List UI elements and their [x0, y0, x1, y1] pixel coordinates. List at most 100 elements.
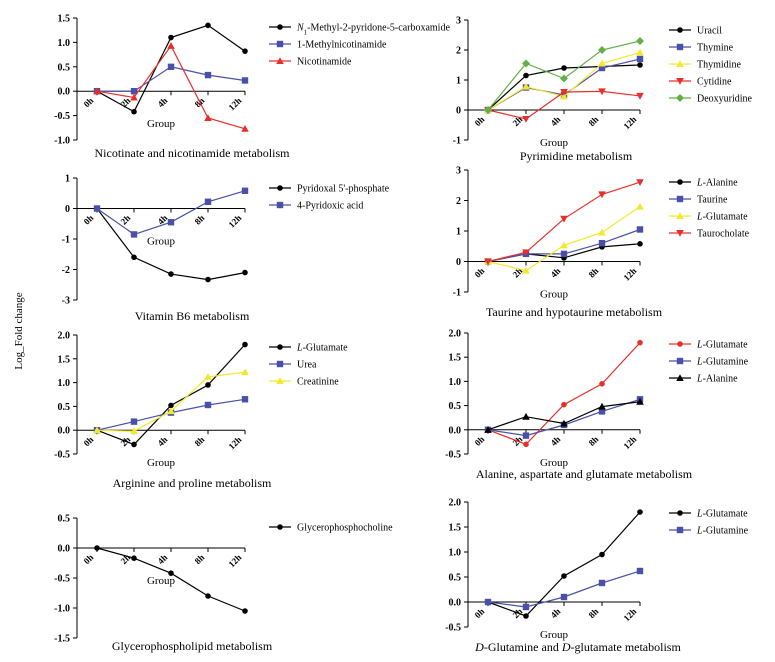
data-point — [636, 202, 644, 210]
legend-label: L-Glutamate — [696, 212, 748, 223]
data-point — [168, 570, 174, 576]
data-point — [522, 59, 530, 68]
legend-marker — [676, 60, 684, 67]
legend-marker — [677, 27, 683, 33]
x-tick-label: 4h — [549, 434, 563, 448]
data-point — [598, 191, 606, 199]
data-point — [598, 240, 606, 247]
y-tick-label: -0.5 — [54, 450, 70, 461]
data-point — [131, 555, 137, 561]
y-tick-label: 0.5 — [58, 402, 71, 413]
chart-title: Nicotinate and nicotinamide metabolism — [95, 146, 291, 160]
series-1-methylnicotinamide — [93, 63, 249, 95]
data-point — [242, 608, 248, 614]
data-point — [636, 179, 644, 186]
y-tick-label: 0 — [456, 257, 461, 268]
data-point — [204, 401, 212, 409]
data-point — [598, 46, 606, 54]
legend-marker — [676, 357, 684, 365]
legend-label: L-Alanine — [696, 178, 738, 189]
legend-marker — [676, 195, 684, 203]
legend-item-nicotinamide: Nicotinamide — [269, 57, 352, 68]
series-urea — [93, 396, 249, 434]
data-point — [636, 92, 644, 100]
legend-label: Creatinine — [297, 377, 339, 388]
data-point — [130, 93, 138, 101]
data-point — [130, 88, 138, 95]
legend-marker — [277, 24, 283, 30]
y-tick-label: -1 — [453, 288, 461, 299]
data-point — [241, 187, 249, 195]
x-tick-label: 8h — [587, 434, 601, 448]
data-point — [241, 368, 249, 376]
data-point — [560, 92, 568, 100]
data-point — [522, 603, 530, 611]
legend-marker — [276, 57, 284, 64]
data-point — [636, 48, 644, 56]
legend-marker — [676, 43, 684, 51]
data-point — [484, 106, 492, 114]
chart-title: Vitamin B6 metabolism — [135, 309, 250, 323]
legend-item-thymidine: Thymidine — [669, 60, 741, 71]
data-point — [522, 412, 530, 420]
y-tick-label: -0.5 — [445, 623, 461, 634]
legend-item-l-glutamine: L-Glutamine — [669, 357, 749, 368]
y-tick-label: -1 — [453, 136, 461, 147]
data-point — [204, 373, 212, 380]
data-point — [204, 71, 212, 79]
legend-marker — [277, 344, 283, 350]
x-tick-label: 0h — [473, 114, 487, 128]
series-line — [96, 44, 246, 130]
data-point — [637, 62, 643, 68]
data-point — [636, 37, 644, 45]
y-tick-label: 0 — [65, 204, 70, 215]
x-tick-label: 4h — [549, 114, 563, 128]
data-point — [560, 215, 568, 223]
x-tick-label: 8h — [587, 114, 601, 128]
data-point — [598, 64, 606, 72]
series-l-alanine — [484, 397, 644, 433]
legend-marker — [277, 185, 283, 191]
chart-title: Alanine, aspartate and glutamate metabol… — [476, 467, 693, 481]
legend-item-taurine: Taurine — [669, 195, 728, 206]
series-line — [97, 66, 246, 92]
data-point — [205, 593, 211, 599]
legend-marker — [276, 40, 284, 48]
y-tick-label: -0.5 — [54, 574, 70, 585]
data-point — [168, 402, 174, 409]
chart-title: Pyrimidine metabolism — [520, 149, 633, 163]
chart-title: D-Glutamine and D-glutamate metabolism — [474, 640, 681, 654]
x-tick-label: 0h — [82, 96, 96, 110]
chart-title: Glycerophospholipid metabolism — [112, 639, 273, 653]
y-tick-label: -0.5 — [445, 450, 461, 461]
legend-label: L-Glutamate — [296, 343, 348, 354]
y-tick-label: -1.0 — [54, 604, 70, 615]
legend-label: L-Glutamate — [696, 340, 748, 351]
x-axis-label: Group — [540, 137, 569, 149]
x-tick-label: 12h — [621, 606, 638, 623]
chart-title: Taurine and hypotaurine metabolism — [486, 305, 663, 319]
data-point — [523, 613, 529, 619]
x-tick-label: 8h — [193, 552, 207, 566]
y-tick-label: 3 — [456, 16, 461, 27]
y-tick-label: 2.0 — [449, 329, 462, 340]
x-tick-label: 4h — [549, 606, 563, 620]
data-point — [241, 77, 249, 84]
data-point — [598, 402, 606, 410]
y-tick-label: 1 — [65, 174, 70, 185]
data-point — [522, 116, 530, 123]
data-point — [131, 441, 137, 448]
legend-label: L-Alanine — [696, 374, 738, 385]
x-tick-label: 0h — [473, 606, 487, 620]
legend-label: Thymidine — [697, 60, 741, 71]
chart-panel-arginine-and-proline-metabolism: -0.50.00.51.01.52.00h 2h 4h 8h 12hGroupL-Glu… — [54, 331, 348, 491]
data-point — [94, 545, 100, 551]
legend-label: Nicotinamide — [297, 57, 352, 68]
legend-item-l-alanine: L-Alanine — [669, 178, 738, 189]
legend-marker — [276, 377, 284, 384]
data-point — [522, 249, 530, 257]
legend-item-l-glutamate: L-Glutamate — [269, 343, 348, 354]
chart-panel-nicotinate-and-nicotinamide-metabolism: -1.0-0.50.00.51.01.50h 2h 4h 8h 12hGroupN1-M… — [54, 14, 450, 161]
